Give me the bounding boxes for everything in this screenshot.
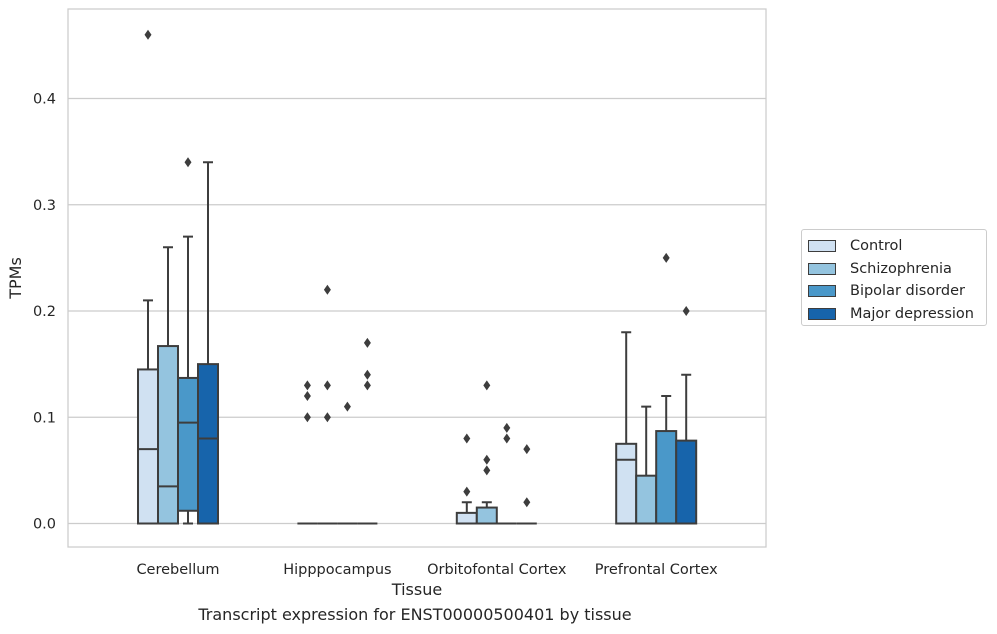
outlier-point xyxy=(503,433,511,444)
outlier-point xyxy=(662,252,670,263)
legend-swatch xyxy=(808,307,836,320)
legend-label: Bipolar disorder xyxy=(850,283,965,300)
outlier-point xyxy=(682,306,690,316)
outlier-point xyxy=(463,433,471,444)
box xyxy=(615,442,638,525)
outlier-point xyxy=(144,29,152,40)
box xyxy=(197,363,219,525)
x-tick-label: Prefrontal Cortex xyxy=(595,562,718,578)
legend-item: Major depression xyxy=(808,303,986,326)
legend-label: Major depression xyxy=(850,305,974,322)
box xyxy=(455,511,478,525)
box-group xyxy=(635,405,658,525)
y-tick-label: 0.0 xyxy=(33,517,56,533)
outlier-point xyxy=(323,412,331,423)
box-group xyxy=(516,444,537,525)
legend-item: Schizophrenia xyxy=(808,258,986,281)
outlier-point xyxy=(523,497,531,508)
outlier-point xyxy=(363,337,371,348)
outlier-point xyxy=(483,454,491,465)
x-tick-labels: Cerebellum Hipppocampus Orbitofontal Corte… xyxy=(136,562,718,578)
outlier-point xyxy=(503,422,511,433)
box-group xyxy=(475,380,498,525)
box xyxy=(157,345,179,525)
box-group xyxy=(655,252,678,525)
outlier-point xyxy=(523,444,531,455)
box-group xyxy=(615,331,638,525)
y-tick-label: 0.1 xyxy=(33,410,56,426)
outlier-point xyxy=(343,401,351,412)
legend: Control Schizophrenia Bipolar disorder Majo… xyxy=(801,229,987,326)
box-group xyxy=(317,284,338,525)
box xyxy=(655,430,678,525)
legend-item: Bipolar disorder xyxy=(808,280,986,303)
y-tick-label: 0.2 xyxy=(33,304,56,320)
legend-label: Schizophrenia xyxy=(850,260,952,277)
x-axis-title: Tissue xyxy=(391,580,442,599)
box-group xyxy=(337,401,358,525)
legend-swatch xyxy=(808,262,836,275)
legend-swatch xyxy=(808,240,836,253)
legend-item: Control xyxy=(808,235,986,258)
y-tick-label: 0.3 xyxy=(33,198,56,214)
legend-label: Control xyxy=(850,238,903,255)
outlier-point xyxy=(303,412,311,423)
outlier-point xyxy=(303,391,311,401)
outlier-point xyxy=(323,284,331,295)
box-group xyxy=(496,422,517,525)
box xyxy=(635,474,658,525)
chart-caption: Transcript expression for ENST0000050040… xyxy=(198,605,632,624)
outlier-point xyxy=(303,380,311,391)
box-group xyxy=(297,380,318,525)
box-group xyxy=(137,29,159,525)
plot-frame xyxy=(67,8,767,548)
y-tick-labels: 0.0 0.1 0.2 0.3 0.4 xyxy=(33,92,56,533)
outlier-point xyxy=(483,380,491,391)
legend-swatch xyxy=(808,285,836,298)
box-group xyxy=(197,161,219,525)
box-group xyxy=(357,337,378,525)
box xyxy=(137,368,159,525)
outlier-point xyxy=(323,380,331,391)
outlier-point xyxy=(463,486,471,497)
outlier-point xyxy=(363,369,371,380)
box-group xyxy=(177,157,199,525)
outlier-point xyxy=(184,157,192,168)
outlier-point xyxy=(363,380,371,391)
x-tick-label: Hipppocampus xyxy=(283,562,391,578)
box-series xyxy=(137,29,698,525)
box xyxy=(475,506,498,525)
x-tick-label: Orbitofontal Cortex xyxy=(427,562,567,578)
box-group xyxy=(157,246,179,525)
x-tick-label: Cerebellum xyxy=(136,562,219,578)
box-group xyxy=(675,306,698,525)
box xyxy=(177,376,199,512)
y-axis-title: TPMs xyxy=(6,257,25,300)
box xyxy=(675,439,698,525)
outlier-point xyxy=(483,465,491,476)
box-group xyxy=(455,433,478,525)
y-tick-label: 0.4 xyxy=(33,92,56,108)
